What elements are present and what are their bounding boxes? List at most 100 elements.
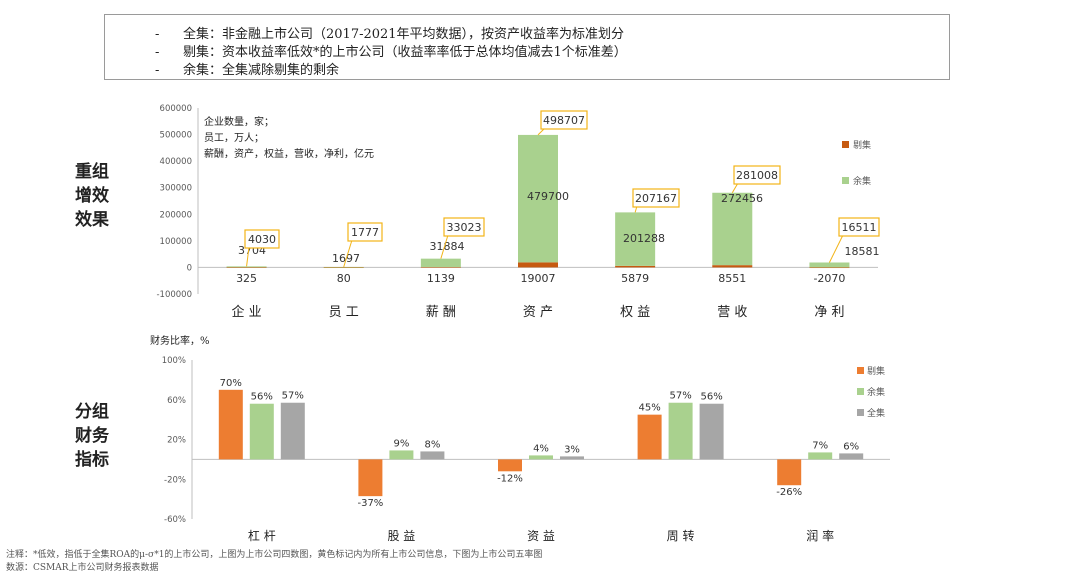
chart1-value-label-yu: 18581 (845, 245, 880, 258)
chart1-bar-ti (518, 262, 558, 268)
chart1-callout-leader (828, 234, 844, 263)
chart2-value-label: 7% (812, 440, 828, 451)
chart1-legend-swatch-yu (842, 177, 849, 184)
chart1-legend-label-ti: 剔集 (853, 139, 871, 151)
chart2-category-label: 杠 杆 (248, 528, 276, 543)
chart2-value-label: -12% (497, 473, 523, 484)
chart1-value-label-yu: 201288 (623, 232, 665, 245)
chart2-value-label: 4% (533, 443, 549, 454)
chart1-bar-ti (809, 267, 850, 269)
chart2-bar (529, 455, 553, 460)
chart2-value-label: 9% (393, 438, 409, 449)
chart1-value-label-ti: -2070 (813, 272, 845, 285)
chart2-value-label: 56% (251, 392, 273, 403)
chart2-y-tick-label: 20% (167, 436, 186, 446)
chart1-callout-total: 33023 (447, 221, 482, 234)
chart1-callout-total: 1777 (351, 226, 379, 239)
chart2-value-label: -37% (357, 498, 383, 509)
section-label-top: 重组 增效 效果 (75, 162, 109, 230)
chart2-category-label: 润 率 (806, 528, 834, 543)
chart1-y-tick-label: 200000 (160, 210, 192, 220)
chart2-value-label: 70% (220, 378, 242, 389)
chart1-callout-box (347, 222, 383, 242)
definition-box: - 全集：非金融上市公司（2017-2021年平均数据），按资产收益率为标准划分 … (104, 14, 950, 80)
chart1-callout-total: 498707 (543, 114, 585, 127)
footnote-source: 数源：CSMAR上市公司财务报表数据 (6, 563, 159, 573)
chart1-y-tick-label: 300000 (160, 184, 192, 194)
chart1-legend-label-yu: 余集 (853, 175, 871, 187)
chart2-bar (808, 452, 833, 460)
chart1-value-label-yu: 272456 (721, 192, 763, 205)
chart1-value-label-ti: 325 (236, 272, 257, 285)
chart1-value-label-ti: 80 (337, 272, 351, 285)
chart2-legend-swatch (857, 367, 864, 374)
chart2-y-tick-label: 60% (167, 396, 186, 406)
chart1-callout-leader (440, 234, 449, 259)
chart1-category-label: 员 工 (329, 305, 359, 320)
chart1-callout-total: 16511 (842, 221, 877, 234)
chart1-bar-yu (809, 262, 850, 268)
chart1-category-label: 企 业 (232, 304, 262, 320)
chart1-callout-total: 281008 (736, 169, 778, 182)
chart1-bar-ti (323, 267, 364, 269)
chart1-bar-yu (615, 212, 656, 266)
chart1-callout-box (443, 217, 485, 237)
chart2-value-label: 56% (700, 392, 722, 403)
chart1-value-label-yu: 31884 (430, 240, 465, 253)
chart1-bar-ti (226, 267, 267, 268)
chart2-value-label: 8% (424, 439, 440, 450)
chart2-category-label: 周 转 (667, 528, 695, 543)
chart1-y-tick-label: 600000 (160, 104, 192, 114)
chart1-bar-ti (420, 267, 461, 268)
chart1-callout-box (244, 229, 280, 249)
chart1-callout-leader (343, 239, 353, 268)
chart1-callout-total: 4030 (248, 233, 276, 246)
chart1-bar-yu (226, 266, 267, 268)
definition-quanji: - 全集：非金融上市公司（2017-2021年平均数据），按资产收益率为标准划分 (155, 27, 625, 42)
chart1-callout-box (632, 188, 680, 208)
chart2-value-label: 6% (843, 441, 859, 452)
chart2-value-label: -26% (776, 487, 802, 498)
chart1-value-label-ti: 19007 (521, 272, 556, 285)
chart2-value-label: 57% (669, 391, 691, 402)
chart2-value-label: 3% (564, 444, 580, 455)
chart1-y-tick-label: 500000 (160, 131, 192, 141)
chart2-bar (560, 456, 584, 460)
footnote-note: 注释：*低效，指低于全集ROA的μ-σ*1的上市公司，上图为上市公司四数图，黄色… (6, 550, 543, 560)
chart1-y-tick-label: 100000 (160, 237, 192, 247)
chart1-callout-leader (246, 246, 250, 267)
chart1-y-tick-label: 400000 (160, 157, 192, 167)
chart2-legend-label: 剔集 (867, 365, 885, 377)
chart2-bar (777, 459, 802, 486)
chart1-callout-box (733, 165, 781, 185)
chart1-category-label: 净 利 (814, 305, 844, 320)
chart2-y-tick-label: -20% (164, 475, 186, 485)
chart1-callout-box (540, 110, 588, 130)
chart2-bar (420, 451, 445, 460)
chart2-bar (839, 453, 864, 460)
chart2-category-label: 资 益 (527, 529, 555, 543)
chart2-title: 财务比率，% (150, 334, 210, 347)
section-label-bottom: 分组 财务 指标 (75, 402, 109, 470)
chart1-bar-yu (420, 258, 461, 268)
chart1-category-label: 薪 酬 (426, 305, 456, 320)
chart2-bar (218, 389, 243, 460)
chart1-bar-yu (518, 134, 558, 263)
chart1-unit-note: 薪酬，资产，权益，营收，净利，亿元 (204, 147, 374, 160)
chart1-unit-note: 企业数量，家； (204, 115, 274, 128)
chart1-category-label: 营 收 (717, 305, 747, 320)
chart1-value-label-ti: 1139 (427, 272, 455, 285)
chart2-y-tick-label: 100% (162, 356, 186, 366)
chart1-bar-ti (712, 265, 753, 268)
chart2-bar (498, 459, 522, 472)
chart1-callout-total: 207167 (635, 192, 677, 205)
chart1-value-label-ti: 5879 (621, 272, 649, 285)
chart1-bar-ti (615, 265, 656, 268)
chart2-y-tick-label: -60% (164, 515, 186, 525)
chart1-category-label: 权 益 (620, 304, 650, 320)
chart1-callout-box (838, 217, 880, 237)
chart2-bar (699, 403, 724, 460)
chart1-value-label-ti: 8551 (718, 272, 746, 285)
chart1-value-label-yu: 479700 (527, 190, 569, 203)
definition-yuji: - 余集：全集减除剔集的剩余 (155, 63, 340, 78)
